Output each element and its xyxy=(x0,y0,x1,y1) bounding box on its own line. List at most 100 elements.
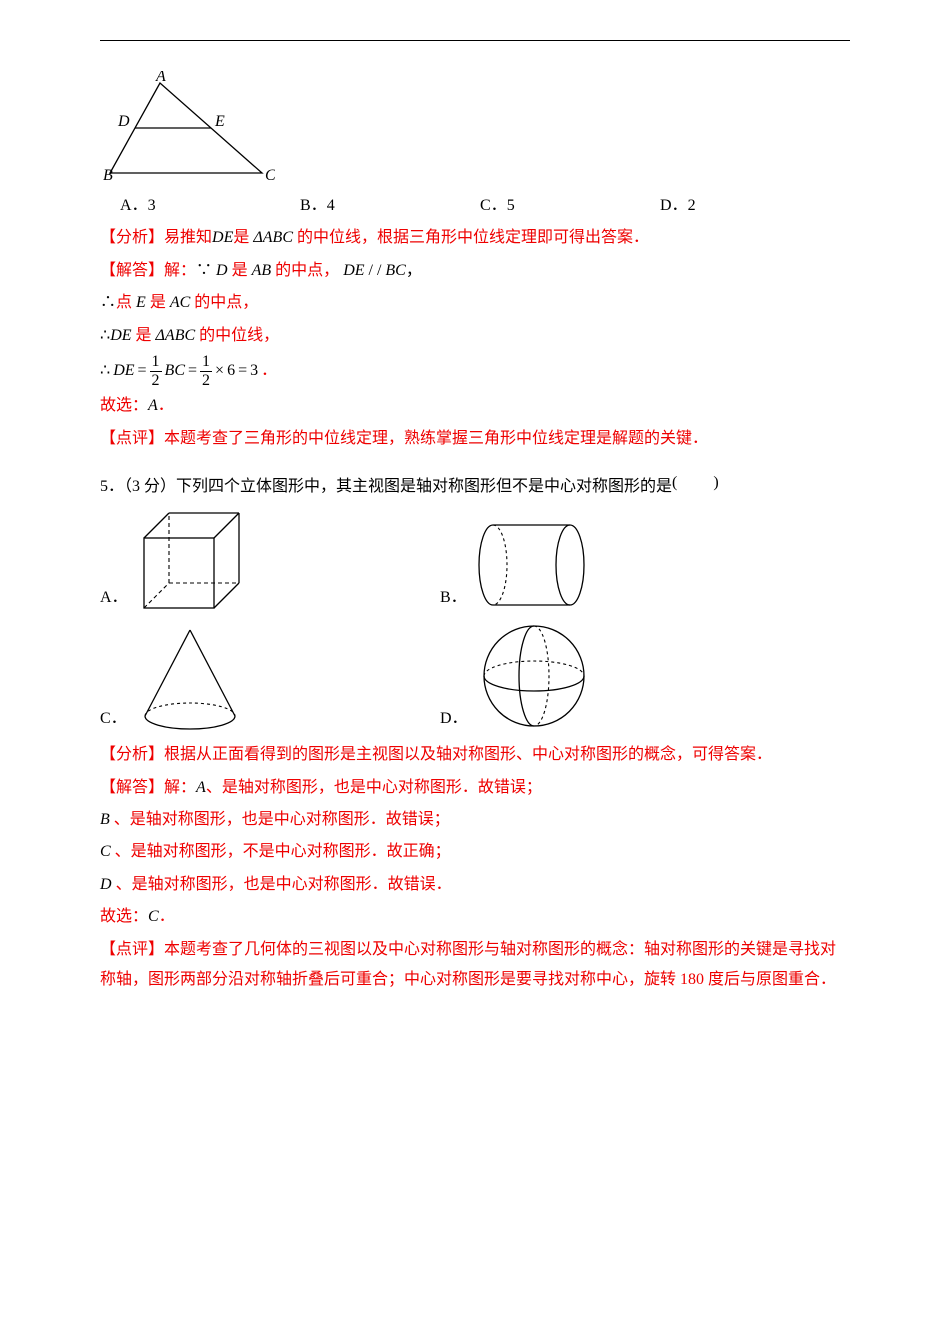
q4-triangle-diagram: A B C D E xyxy=(100,71,850,191)
q-text: 下列四个立体图形中，其主视图是轴对称图形但不是中心对称图形的是 xyxy=(176,478,672,495)
q5-comment: 【点评】本题考查了几何体的三视图以及中心对称图形与轴对称图形的概念：轴对称图形的… xyxy=(100,935,850,996)
q4-sol-l2: ∴点 E 是 AC 的中点， xyxy=(100,288,850,318)
q4-choice-D: D．2 xyxy=(660,191,840,221)
q5-opt-C: C． xyxy=(100,619,440,734)
bc: BC xyxy=(385,262,405,279)
eq: = xyxy=(238,356,247,386)
bc: BC xyxy=(165,356,185,386)
q5-sol-l5: 故选：C． xyxy=(100,902,850,932)
choice-value: 5 xyxy=(507,197,515,214)
comma: ， xyxy=(406,262,422,279)
label-E: E xyxy=(214,113,225,130)
text: 是 xyxy=(150,294,166,311)
text: 、是轴对称图形，也是中心对称图形．故错误； xyxy=(114,811,450,828)
opt-label: A． xyxy=(100,583,128,613)
label-C: C xyxy=(265,167,275,184)
page: A B C D E A．3 B．4 C．5 D．2 【分析】易推知DE是 ΔAB… xyxy=(100,40,850,995)
half: 12 xyxy=(150,353,162,389)
times: × xyxy=(215,356,224,386)
because: ∵ xyxy=(196,262,212,279)
ac: AC xyxy=(170,294,190,311)
q4-sol-l5: 故选：A． xyxy=(100,391,850,421)
q5-opt-D: D． xyxy=(440,619,780,734)
de: DE xyxy=(113,356,134,386)
paren-l: ( xyxy=(672,474,677,491)
q4-choice-C: C．5 xyxy=(480,191,660,221)
label-A: A xyxy=(155,71,166,85)
half2: 12 xyxy=(200,353,212,389)
cylinder-icon xyxy=(473,518,593,613)
eq: = xyxy=(188,356,197,386)
opt-label: B． xyxy=(440,583,467,613)
spacer xyxy=(100,456,850,470)
sphere-icon xyxy=(474,619,594,734)
de: DE xyxy=(343,262,364,279)
analysis-tag: 【分析】 xyxy=(100,746,164,763)
opt: B xyxy=(100,811,110,828)
q5-sol-l3: C 、是轴对称图形，不是中心对称图形．故正确； xyxy=(100,837,850,867)
comment-tag: 【点评】 xyxy=(100,941,164,958)
eq: = xyxy=(138,356,147,386)
choice-value: 3 xyxy=(148,197,156,214)
cube-icon xyxy=(134,508,249,613)
q4-sol-l4: ∴ DE = 12 BC = 12 × 6 = 3 ． xyxy=(100,353,850,389)
d: D xyxy=(216,262,228,279)
opt-label: D． xyxy=(440,704,468,734)
label-B: B xyxy=(103,167,113,184)
num: 1 xyxy=(150,353,162,372)
den: 2 xyxy=(150,372,162,390)
e: E xyxy=(136,294,146,311)
choice-label: A． xyxy=(120,197,148,214)
dot: ． xyxy=(159,908,175,925)
choice-value: 4 xyxy=(327,197,335,214)
cone-icon xyxy=(133,624,248,734)
choice-label: B． xyxy=(300,197,327,214)
q4-choice-B: B．4 xyxy=(300,191,480,221)
opt-label: C． xyxy=(100,704,127,734)
q4-analysis: 【分析】易推知DE是 ΔABC 的中位线，根据三角形中位线定理即可得出答案． xyxy=(100,223,850,253)
q-number: 5． xyxy=(100,478,124,495)
q4-sol-l3: ∴DE 是 ΔABC 的中位线， xyxy=(100,321,850,351)
q5-sol-l2: B 、是轴对称图形，也是中心对称图形．故错误； xyxy=(100,805,850,835)
paren-r: ) xyxy=(713,474,718,491)
text: 根据从正面看得到的图形是主视图以及轴对称图形、中心对称图形的概念，可得答案． xyxy=(164,746,772,763)
three: 3 xyxy=(250,356,258,386)
six: 6 xyxy=(227,356,235,386)
q5-opt-B: B． xyxy=(440,508,780,613)
opt: A xyxy=(196,779,206,796)
text: 是 xyxy=(233,229,249,246)
q5-opt-A: A． xyxy=(100,508,440,613)
analysis-tag: 【分析】 xyxy=(100,229,164,246)
ans: A xyxy=(148,397,158,414)
text: 本题考查了几何体的三视图以及中心对称图形与轴对称图形的概念：轴对称图形的关键是寻… xyxy=(100,941,836,988)
solution-tag: 【解答】 xyxy=(100,779,164,796)
text: 故选： xyxy=(100,908,148,925)
text: 解： xyxy=(164,262,196,279)
q4-choice-A: A．3 xyxy=(120,191,300,221)
q5-sol-l1: 【解答】解：A、是轴对称图形，也是中心对称图形．故错误； xyxy=(100,773,850,803)
text: 是 xyxy=(232,262,248,279)
therefore: ∴ xyxy=(100,356,110,386)
choice-value: 2 xyxy=(688,197,696,214)
text: 解： xyxy=(164,779,196,796)
comment-tag: 【点评】 xyxy=(100,430,164,447)
num: 1 xyxy=(200,353,212,372)
text: 的中位线，根据三角形中位线定理即可得出答案． xyxy=(297,229,649,246)
text: 是 xyxy=(136,327,152,344)
text: 故选： xyxy=(100,397,148,414)
den: 2 xyxy=(200,372,212,390)
text: 点 xyxy=(116,294,132,311)
opt: C xyxy=(100,843,111,860)
q5-sol-l4: D 、是轴对称图形，也是中心对称图形．故错误． xyxy=(100,870,850,900)
dot: ． xyxy=(158,397,174,414)
label-D: D xyxy=(117,113,130,130)
text: 、是轴对称图形，也是中心对称图形．故错误． xyxy=(116,876,452,893)
q5-analysis: 【分析】根据从正面看得到的图形是主视图以及轴对称图形、中心对称图形的概念，可得答… xyxy=(100,740,850,770)
tri: ΔABC xyxy=(156,327,196,344)
de: DE xyxy=(212,229,233,246)
choice-label: D． xyxy=(660,197,688,214)
text: 的中位线， xyxy=(199,327,279,344)
text: 的中点， xyxy=(194,294,258,311)
q5-row2: C． D． xyxy=(100,619,850,734)
text: 、是轴对称图形，也是中心对称图形．故错误； xyxy=(206,779,542,796)
